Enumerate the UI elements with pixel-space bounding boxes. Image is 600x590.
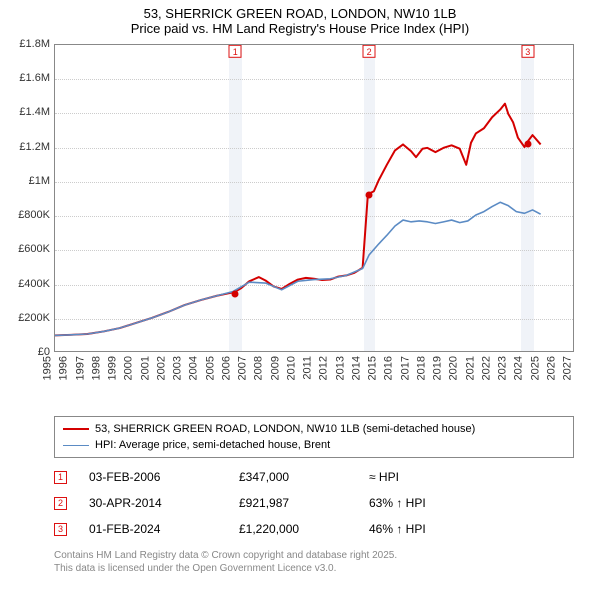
chart-title-line2: Price paid vs. HM Land Registry's House … xyxy=(0,21,600,36)
credits-line2: This data is licensed under the Open Gov… xyxy=(54,563,397,576)
sales-row-vs-hpi: 63% ↑ HPI xyxy=(369,496,499,510)
sales-row-price: £1,220,000 xyxy=(239,522,369,536)
credits: Contains HM Land Registry data © Crown c… xyxy=(54,550,397,575)
sales-row-date: 30-APR-2014 xyxy=(89,496,239,510)
sales-row-date: 01-FEB-2024 xyxy=(89,522,239,536)
legend-item: 53, SHERRICK GREEN ROAD, LONDON, NW10 1L… xyxy=(63,421,565,437)
y-axis-label: £800K xyxy=(10,209,50,221)
y-axis-label: £1.6M xyxy=(10,72,50,84)
sales-row: 1 03-FEB-2006£347,000≈ HPI xyxy=(54,464,574,490)
series-price_paid xyxy=(55,104,541,336)
sale-marker: 3 xyxy=(521,45,534,58)
series-hpi xyxy=(55,202,541,335)
y-axis-label: £600K xyxy=(10,243,50,255)
sales-row-vs-hpi: 46% ↑ HPI xyxy=(369,522,499,536)
sales-table: 1 03-FEB-2006£347,000≈ HPI 2 30-APR-2014£92… xyxy=(54,464,574,542)
y-axis-label: £1.8M xyxy=(10,38,50,50)
sale-marker: 2 xyxy=(363,45,376,58)
sales-row: 3 01-FEB-2024£1,220,00046% ↑ HPI xyxy=(54,516,574,542)
y-axis-label: £1M xyxy=(10,175,50,187)
sales-row-price: £347,000 xyxy=(239,470,369,484)
chart-container: 53, SHERRICK GREEN ROAD, LONDON, NW10 1L… xyxy=(0,0,600,590)
y-axis-label: £1.4M xyxy=(10,106,50,118)
title-block: 53, SHERRICK GREEN ROAD, LONDON, NW10 1L… xyxy=(0,0,600,36)
sale-marker: 1 xyxy=(229,45,242,58)
credits-line1: Contains HM Land Registry data © Crown c… xyxy=(54,550,397,563)
chart-area: 123 £0£200K£400K£600K£800K£1M£1.2M£1.4M£… xyxy=(10,44,590,379)
legend: 53, SHERRICK GREEN ROAD, LONDON, NW10 1L… xyxy=(54,416,574,458)
x-axis-label: 2027 xyxy=(562,356,587,380)
sale-point xyxy=(366,192,373,199)
sales-row-price: £921,987 xyxy=(239,496,369,510)
y-axis-label: £200K xyxy=(10,312,50,324)
y-axis-label: £400K xyxy=(10,278,50,290)
sales-row-date: 03-FEB-2006 xyxy=(89,470,239,484)
sale-point xyxy=(232,290,239,297)
legend-swatch xyxy=(63,445,89,446)
legend-label: HPI: Average price, semi-detached house,… xyxy=(95,439,330,451)
sales-row-marker: 3 xyxy=(54,523,67,536)
y-axis-label: £1.2M xyxy=(10,141,50,153)
chart-title-line1: 53, SHERRICK GREEN ROAD, LONDON, NW10 1L… xyxy=(0,6,600,21)
sales-row: 2 30-APR-2014£921,98763% ↑ HPI xyxy=(54,490,574,516)
sale-point xyxy=(524,141,531,148)
legend-item: HPI: Average price, semi-detached house,… xyxy=(63,437,565,453)
sales-row-marker: 1 xyxy=(54,471,67,484)
plot-area: 1 2 3 xyxy=(54,44,574,352)
sales-row-marker: 2 xyxy=(54,497,67,510)
line-layer xyxy=(55,45,573,351)
sales-row-vs-hpi: ≈ HPI xyxy=(369,470,499,484)
legend-label: 53, SHERRICK GREEN ROAD, LONDON, NW10 1L… xyxy=(95,423,475,435)
legend-swatch xyxy=(63,428,89,430)
